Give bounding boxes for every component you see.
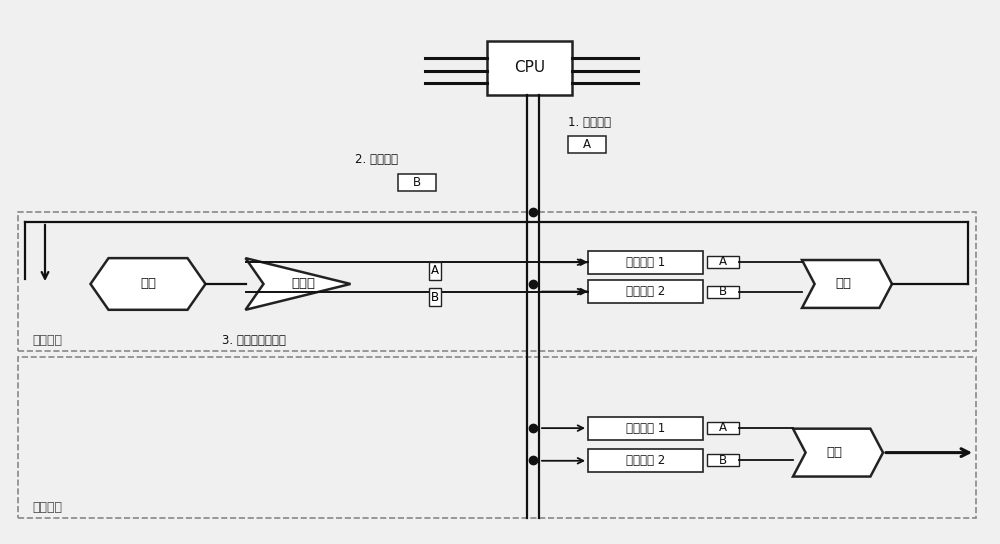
Text: 接收: 接收 <box>140 277 156 290</box>
Text: A: A <box>431 264 439 277</box>
FancyBboxPatch shape <box>588 280 703 303</box>
Polygon shape <box>802 260 892 308</box>
Text: 引撾端口: 引撾端口 <box>32 333 62 347</box>
FancyBboxPatch shape <box>398 174 436 191</box>
Text: A: A <box>719 255 727 268</box>
Text: 流分类: 流分类 <box>291 277 315 290</box>
Text: 发送: 发送 <box>835 277 851 290</box>
FancyBboxPatch shape <box>707 454 739 466</box>
FancyBboxPatch shape <box>707 256 739 268</box>
FancyBboxPatch shape <box>707 286 739 298</box>
FancyBboxPatch shape <box>588 449 703 472</box>
Polygon shape <box>90 258 206 310</box>
Text: 发送队列 2: 发送队列 2 <box>626 285 665 298</box>
Text: A: A <box>583 138 591 151</box>
FancyBboxPatch shape <box>588 417 703 440</box>
FancyBboxPatch shape <box>588 251 703 274</box>
Text: 发送: 发送 <box>826 446 842 459</box>
Text: 3. 识别流量并复制: 3. 识别流量并复制 <box>222 334 286 347</box>
Text: B: B <box>413 176 421 189</box>
Text: B: B <box>719 454 727 467</box>
Text: A: A <box>719 421 727 434</box>
Text: B: B <box>719 285 727 298</box>
FancyBboxPatch shape <box>487 41 572 95</box>
FancyBboxPatch shape <box>707 422 739 434</box>
Polygon shape <box>793 429 883 477</box>
FancyBboxPatch shape <box>568 136 606 153</box>
Text: 发送端口: 发送端口 <box>32 500 62 514</box>
Text: 发送队列 1: 发送队列 1 <box>626 422 665 435</box>
Text: 1. 插入报文: 1. 插入报文 <box>568 116 611 129</box>
Text: 发送队列 1: 发送队列 1 <box>626 256 665 269</box>
Text: 2. 插入报文: 2. 插入报文 <box>355 153 398 166</box>
Text: B: B <box>431 290 439 304</box>
Text: 发送队列 2: 发送队列 2 <box>626 454 665 467</box>
Text: CPU: CPU <box>514 60 545 76</box>
Polygon shape <box>246 258 351 310</box>
